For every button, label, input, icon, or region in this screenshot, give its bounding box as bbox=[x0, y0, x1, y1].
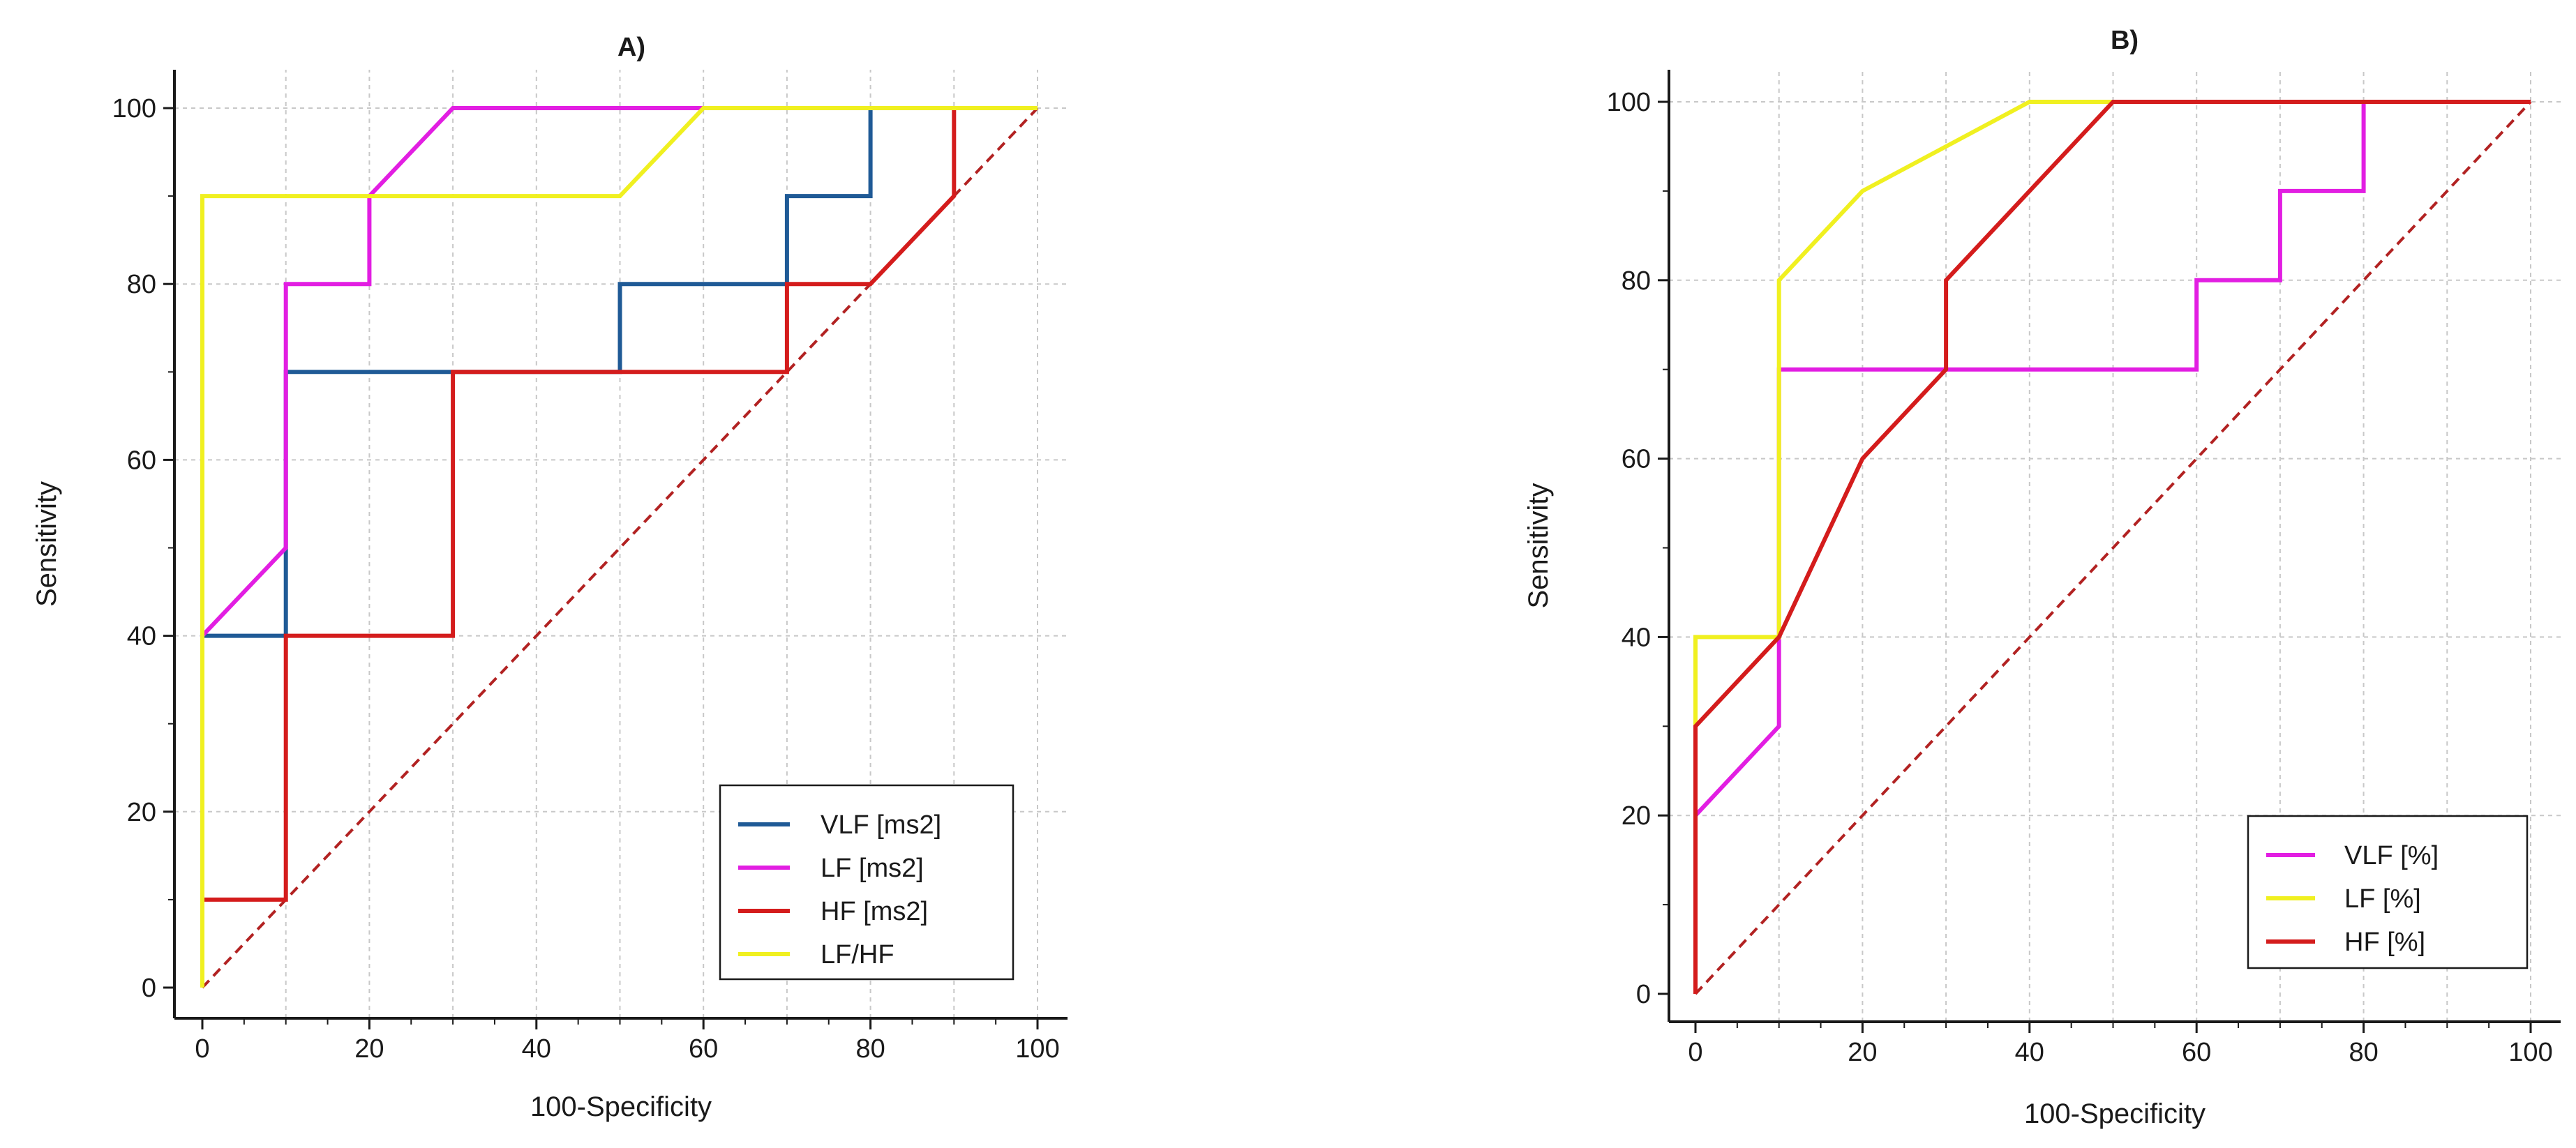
legend-box bbox=[719, 784, 1014, 981]
series-vlf bbox=[1693, 100, 2531, 994]
y-tick-label: 0 bbox=[1636, 980, 1651, 1009]
y-tick-label: 40 bbox=[1622, 623, 1651, 652]
reference-line bbox=[1694, 100, 2532, 995]
legend-label-hf: HF [%] bbox=[2344, 928, 2425, 957]
legend-label-vlf: VLF [%] bbox=[2344, 841, 2439, 870]
x-tick-label: 0 bbox=[1688, 1038, 1702, 1067]
x-tick-label: 80 bbox=[2349, 1038, 2378, 1067]
series-hf-ms2 bbox=[200, 106, 1038, 988]
series-hf bbox=[1693, 100, 2531, 994]
x-axis-label: 100-Specificity bbox=[530, 1092, 712, 1122]
y-tick-label: 20 bbox=[1622, 801, 1651, 831]
reference-line bbox=[201, 107, 1039, 989]
x-tick-label: 0 bbox=[195, 1034, 209, 1064]
y-tick-label: 40 bbox=[127, 622, 156, 651]
x-tick-label: 80 bbox=[855, 1034, 885, 1064]
y-tick-label: 80 bbox=[1622, 266, 1651, 296]
legend-label-lf-ms2: LF [ms2] bbox=[821, 854, 924, 883]
x-tick-label: 40 bbox=[522, 1034, 551, 1064]
x-tick-label: 100 bbox=[2508, 1038, 2552, 1067]
x-tick-label: 20 bbox=[1848, 1038, 1877, 1067]
x-tick-label: 20 bbox=[354, 1034, 384, 1064]
panel-a: 0 20 40 60 80 100 0 20 40 60 80 100 A) 100-Specificit… bbox=[31, 33, 1068, 1122]
panel-b: 0 20 40 60 80 100 0 20 40 60 80 100 B) 100-Specificit… bbox=[1523, 26, 2561, 1129]
panel-title: A) bbox=[617, 33, 645, 62]
x-tick-label: 100 bbox=[1015, 1034, 1059, 1064]
y-tick-label: 20 bbox=[127, 798, 156, 827]
series-lf-ms2 bbox=[200, 106, 1038, 988]
x-tick-label: 60 bbox=[2182, 1038, 2211, 1067]
series-vlf-ms2 bbox=[200, 106, 1038, 988]
series-lf-hf bbox=[200, 106, 1038, 988]
series-lf bbox=[1693, 100, 2531, 727]
x-tick-label: 40 bbox=[2015, 1038, 2044, 1067]
x-tick-label: 60 bbox=[689, 1034, 718, 1064]
y-axis-label: Sensitivity bbox=[31, 481, 62, 607]
legend-label-lf-hf: LF/HF bbox=[821, 940, 894, 969]
y-tick-label: 60 bbox=[1622, 445, 1651, 474]
y-tick-label: 100 bbox=[112, 94, 156, 123]
legend-label-vlf-ms2: VLF [ms2] bbox=[821, 810, 941, 840]
legend-label-hf-ms2: HF [ms2] bbox=[821, 897, 928, 926]
y-tick-label: 80 bbox=[127, 270, 156, 299]
y-axis-label: Sensitivity bbox=[1523, 483, 1554, 608]
panel-title: B) bbox=[2111, 26, 2139, 55]
y-tick-label: 100 bbox=[1607, 88, 1651, 117]
y-tick-label: 0 bbox=[142, 974, 156, 1003]
y-tick-label: 60 bbox=[127, 446, 156, 475]
x-axis-label: 100-Specificity bbox=[2024, 1098, 2206, 1129]
legend-label-lf: LF [%] bbox=[2344, 884, 2421, 914]
